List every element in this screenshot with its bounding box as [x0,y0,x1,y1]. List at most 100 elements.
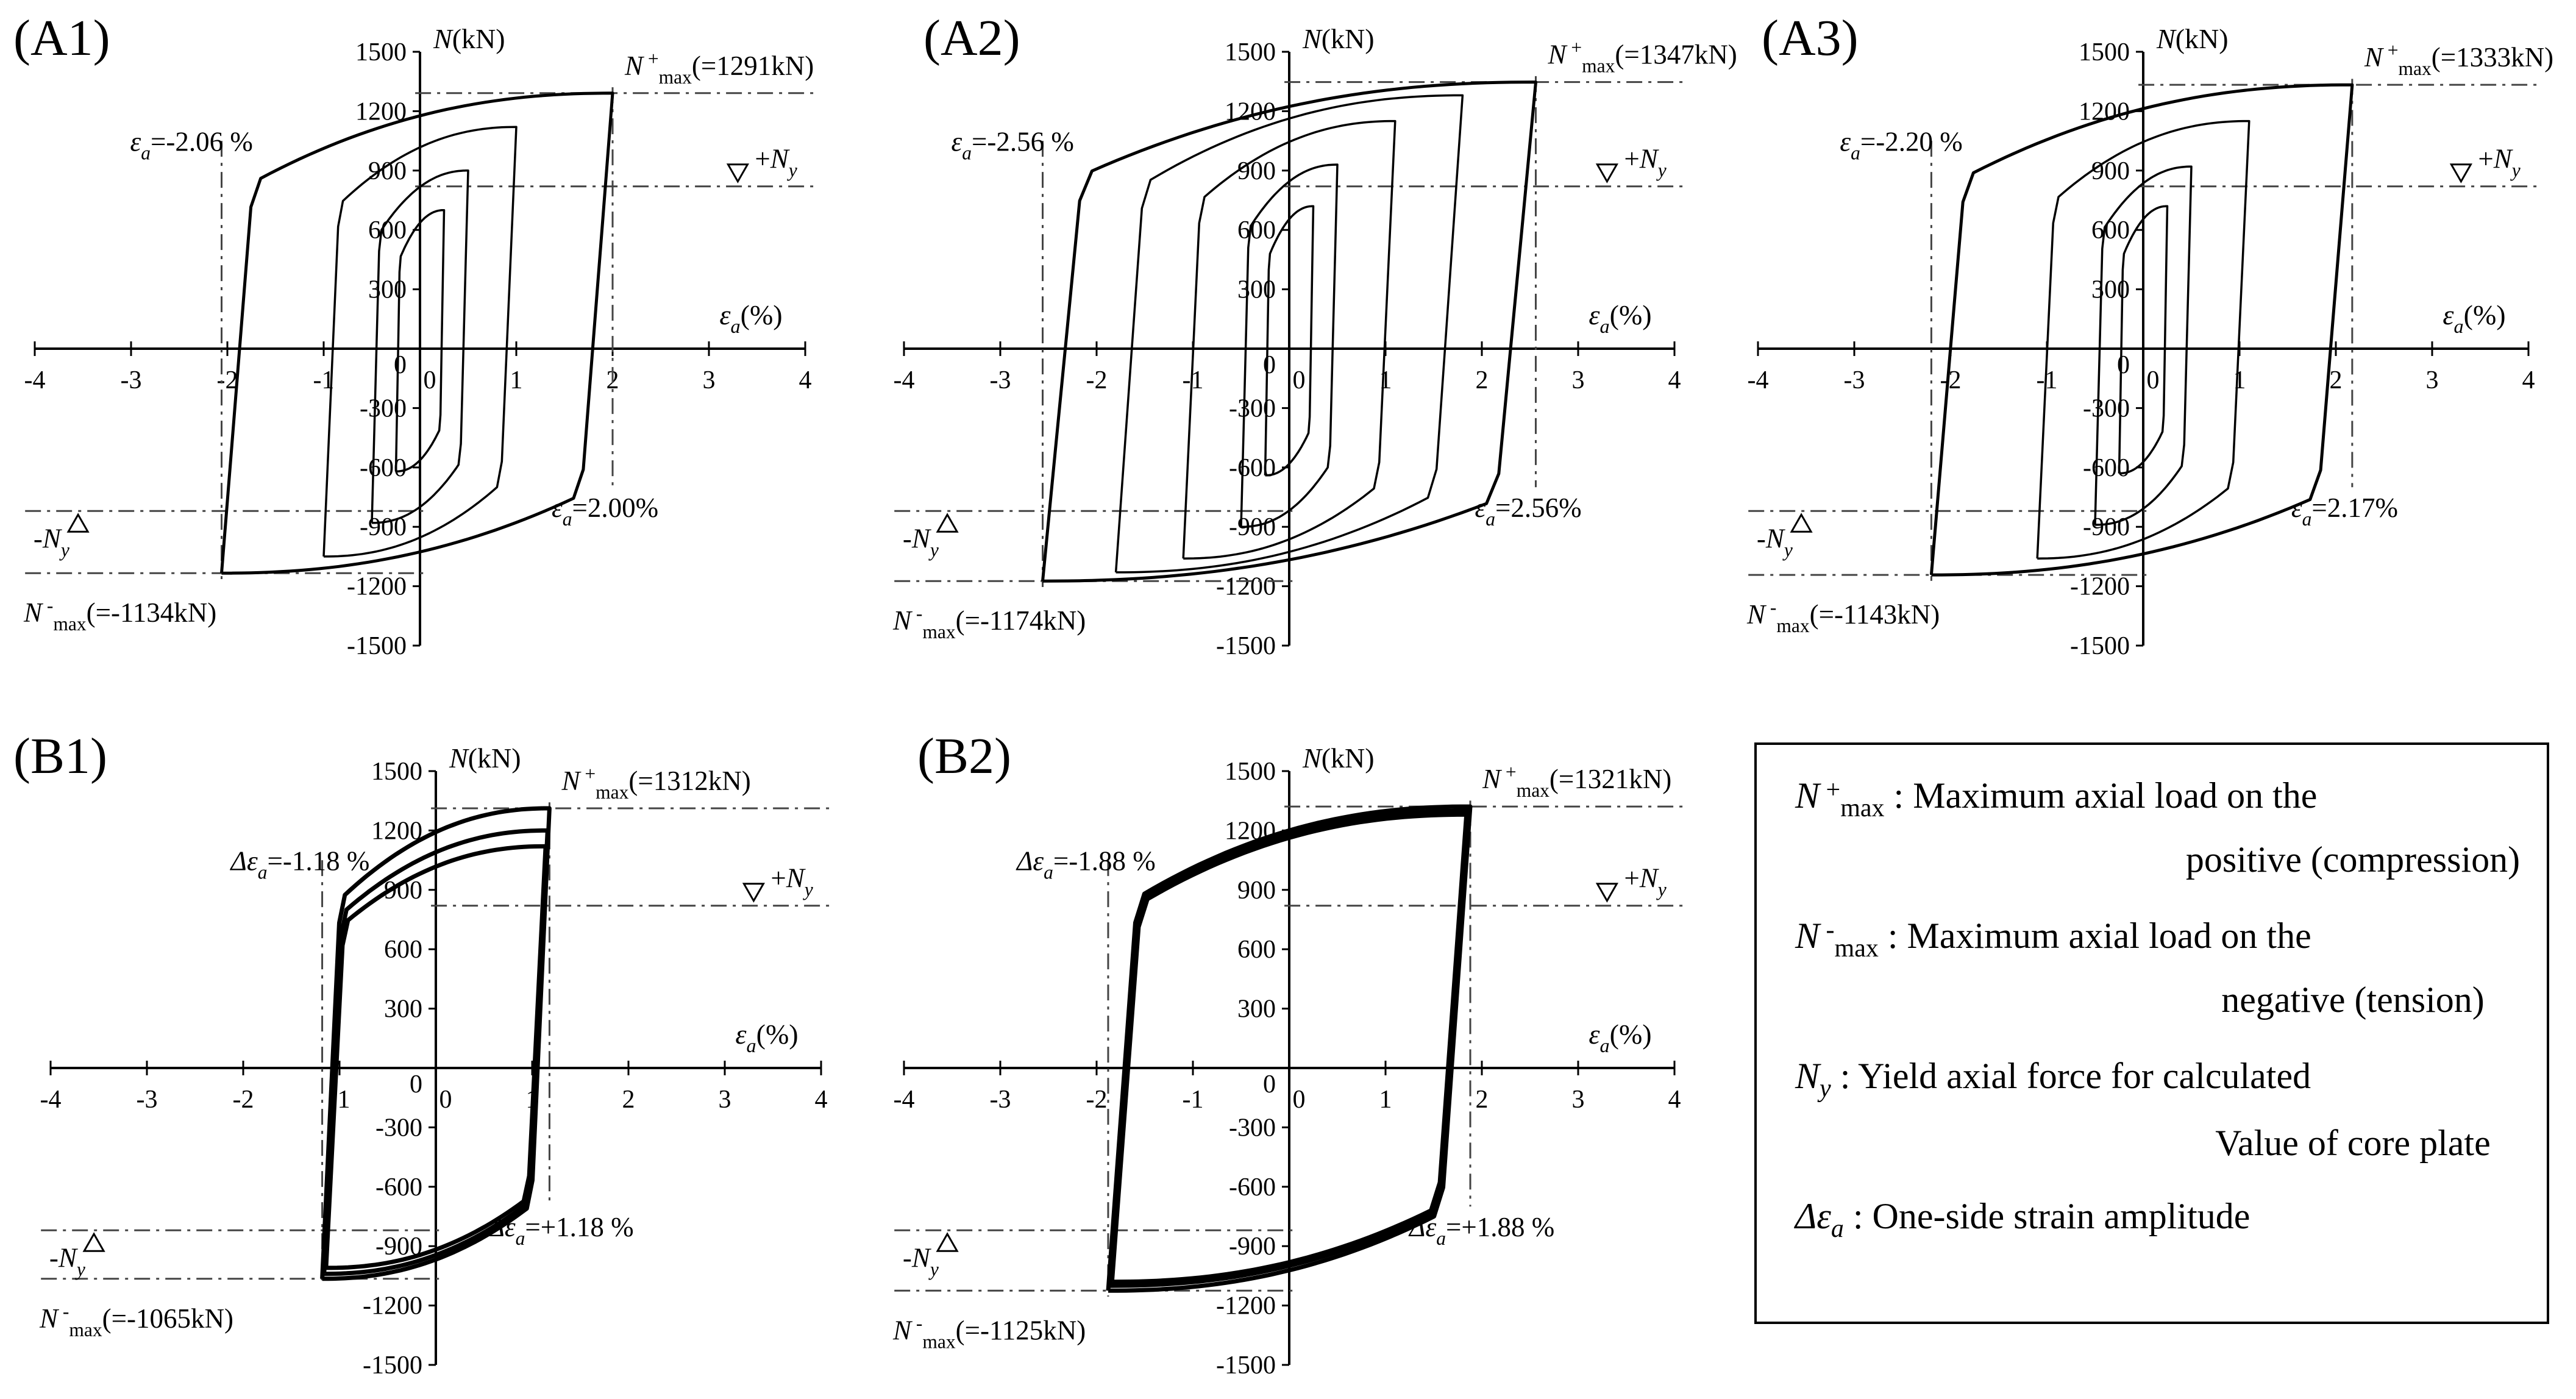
y-tick-label: 900 [1237,157,1276,185]
y-tick-label: -300 [1229,394,1276,422]
y-tick-label: 300 [1237,995,1276,1023]
y-tick-label: -1500 [1216,1351,1276,1379]
ny-pos-label: +Ny [2478,144,2520,181]
hysteresis-loop [2118,205,2169,475]
ny-neg-marker [936,513,959,533]
x-axis-label: εa(%) [1589,1019,1651,1056]
legend-frame [1754,742,2549,1324]
hysteresis-loop [322,126,518,558]
panel-a1: (A1)-4 -3 -2 -1 0 1 2 3 4150012009006003000-300-… [13,10,815,660]
x-tick-label: 3 [2426,366,2439,394]
x-tick-label: 3 [1572,366,1585,394]
ny-pos-marker [726,163,749,183]
x-tick-label: -1 [1183,1086,1204,1114]
ny-neg-label: -Ny [903,523,939,560]
x-tick-label: 4 [799,366,812,394]
hysteresis-loop [220,91,614,575]
y-tick-label: 0 [410,1070,422,1098]
y-tick-label: 1500 [1225,38,1276,66]
hysteresis-loop [1106,804,1473,1293]
hysteresis-loop [2094,165,2193,526]
y-axis-label: N(kN) [449,742,521,774]
y-tick-label: 900 [1237,877,1276,905]
panel-label: (B2) [917,728,1011,785]
x-tick-label: 0 [1293,1086,1306,1114]
ny-pos-label: +Ny [1624,144,1666,181]
x-tick-label: 0 [439,1086,452,1114]
x-tick-label: 3 [719,1086,731,1114]
eps-pos-label: εa=2.56% [1475,493,1581,530]
y-tick-label: -600 [2083,454,2130,482]
ny-pos-label: +Ny [755,144,797,181]
x-tick-label: -4 [894,366,915,394]
ny-pos-marker [1595,883,1618,903]
y-axis-label: N(kN) [433,23,505,54]
y-tick-label: -600 [1229,1173,1276,1201]
y-tick-label: 900 [368,157,407,185]
ny-neg-label: -Ny [49,1242,85,1280]
eps-neg-label: εa=-2.06 % [130,126,253,163]
x-tick-label: 1 [2233,366,2246,394]
x-tick-label: 1 [1379,366,1392,394]
y-axis-label: N(kN) [2156,23,2229,54]
x-tick-label: 3 [1572,1086,1585,1114]
x-tick-label: 0 [2147,366,2160,394]
eps-neg-label: Δεa=-1.88 % [1016,845,1156,883]
y-tick-label: -900 [2083,513,2130,541]
nmax-pos-label: N +max(=1291kN) [624,48,814,88]
x-tick-label: -3 [1844,366,1865,394]
x-tick-label: -2 [217,366,238,394]
eps-pos-label: Δεa=+1.18 % [487,1212,633,1249]
y-tick-label: -1200 [347,573,407,601]
panel-b1: (B1)-4 -3 -2 -1 0 1 2 3 4150012009006003000-300-… [13,728,831,1379]
y-axis-label: N(kN) [1302,23,1375,54]
y-tick-label: -1500 [363,1351,422,1379]
y-tick-label: 0 [394,351,407,379]
panel-label: (B1) [13,728,107,785]
y-tick-label: 300 [368,276,407,304]
eps-neg-label: Δεa=-1.18 % [230,845,370,883]
x-tick-label: 2 [622,1086,635,1114]
nmax-pos-label: N +max(=1333kN) [2364,40,2553,79]
legend-item-cont: negative (tension) [2221,980,2485,1020]
x-axis-label: εa(%) [719,299,782,337]
nmax-neg-label: N -max(=-1125kN) [892,1312,1086,1352]
hysteresis-loop [322,828,550,1276]
y-tick-label: 1500 [2079,38,2130,66]
x-tick-label: -4 [24,366,46,394]
y-tick-label: -600 [375,1173,422,1201]
y-tick-label: -300 [360,394,407,422]
ny-neg-label: -Ny [1757,523,1793,560]
panel-label: (A2) [923,10,1020,66]
legend-item-cont: positive (compression) [2186,839,2520,880]
x-tick-label: 3 [703,366,716,394]
hysteresis-loop [371,169,469,524]
x-tick-label: 2 [1476,1086,1489,1114]
hysteresis-loop [1929,83,2354,577]
y-tick-label: 600 [1237,936,1276,964]
hysteresis-loop [1108,808,1471,1288]
x-tick-label: -2 [1086,1086,1108,1114]
nmax-neg-label: N -max(=-1134kN) [23,595,216,635]
ny-pos-label: +Ny [770,863,813,900]
nmax-pos-label: N +max(=1321kN) [1482,761,1671,801]
eps-neg-label: εa=-2.56 % [952,126,1074,163]
nmax-pos-label: N +max(=1312kN) [561,763,750,803]
y-tick-label: 600 [1237,216,1276,244]
x-tick-label: -3 [990,366,1011,394]
y-tick-label: 600 [384,936,422,964]
y-tick-label: 900 [2091,157,2130,185]
y-tick-label: 1500 [371,758,422,786]
ny-neg-marker [1790,513,1813,533]
y-tick-label: -1200 [1216,573,1276,601]
hysteresis-loop [1240,163,1339,528]
panel-label: (A3) [1762,10,1859,66]
x-tick-label: 0 [1293,366,1306,394]
hysteresis-loop [1109,812,1469,1284]
legend: N +max : Maximum axial load on the positi… [1754,742,2549,1324]
ny-neg-marker [66,513,90,533]
x-tick-label: -4 [40,1086,62,1114]
nmax-neg-label: N -max(=-1065kN) [39,1301,233,1340]
panel-label: (A1) [13,10,110,66]
